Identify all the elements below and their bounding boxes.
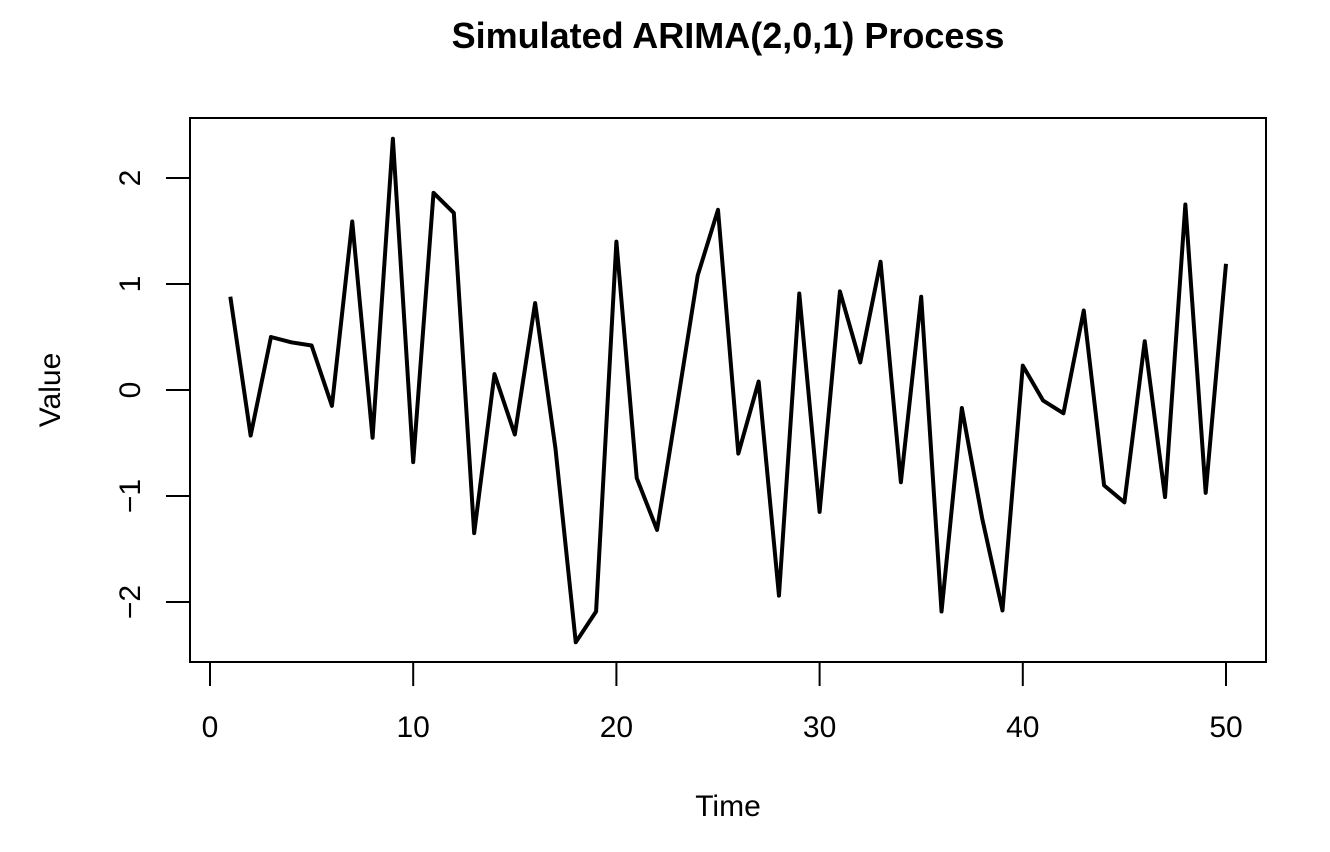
x-tick-label: 50 <box>1209 711 1242 744</box>
x-tick-label: 10 <box>397 711 430 744</box>
x-tick-label: 40 <box>1006 711 1039 744</box>
y-tick-label: 1 <box>114 276 147 293</box>
x-tick-label: 30 <box>803 711 836 744</box>
series-line <box>228 136 1228 645</box>
x-axis-label: Time <box>695 790 761 823</box>
y-tick-label: 0 <box>114 382 147 399</box>
y-tick-label: −1 <box>114 479 147 513</box>
x-axis: 0 10 20 30 40 50 <box>202 661 1243 744</box>
plot-frame <box>189 117 1267 663</box>
y-axis-label: Value <box>34 353 67 428</box>
y-tick-label: 2 <box>114 170 147 187</box>
x-tick-label: 0 <box>202 711 219 744</box>
y-tick-label: −2 <box>114 585 147 619</box>
x-tick-label: 20 <box>600 711 633 744</box>
y-axis: −2 −1 0 1 2 <box>114 170 191 619</box>
chart-title: Simulated ARIMA(2,0,1) Process <box>452 15 1005 56</box>
